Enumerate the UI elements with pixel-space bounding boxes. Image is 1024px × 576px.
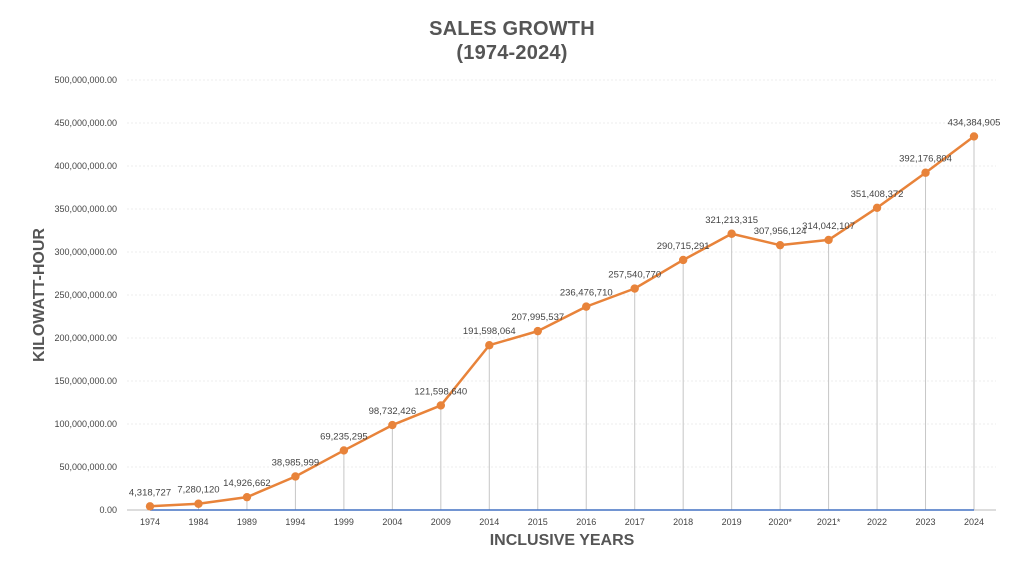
data-point (678, 255, 688, 265)
y-tick-label: 50,000,000.00 (59, 462, 117, 472)
data-label: 98,732,426 (369, 406, 417, 417)
x-tick-label: 2022 (867, 517, 887, 527)
x-tick-label: 2016 (576, 517, 596, 527)
data-label: 4,318,727 (129, 487, 171, 498)
y-tick-label: 100,000,000.00 (54, 419, 117, 429)
y-tick-label: 350,000,000.00 (54, 204, 117, 214)
y-tick-label: 150,000,000.00 (54, 376, 117, 386)
data-label: 257,540,770 (608, 270, 661, 281)
data-label: 191,598,064 (463, 326, 516, 337)
y-tick-label: 200,000,000.00 (54, 333, 117, 343)
data-point (872, 203, 882, 212)
x-tick-label: 2015 (528, 517, 548, 527)
data-label: 207,995,537 (511, 312, 564, 323)
data-label: 236,476,710 (560, 288, 613, 299)
data-label: 290,715,291 (657, 241, 710, 252)
x-tick-label: 1989 (237, 517, 257, 527)
y-tick-label: 300,000,000.00 (54, 247, 117, 257)
data-label: 392,176,804 (899, 154, 952, 165)
y-tick-label: 500,000,000.00 (54, 75, 117, 85)
y-tick-label: 0.00 (99, 505, 117, 515)
data-point (436, 401, 446, 410)
x-tick-label: 2004 (382, 517, 402, 527)
data-label: 121,598,640 (414, 386, 467, 397)
data-point (485, 341, 494, 350)
x-tick-label: 2023 (916, 517, 936, 527)
x-tick-label: 2021* (817, 517, 841, 527)
data-label: 38,985,999 (272, 457, 320, 468)
series-line (149, 135, 975, 508)
x-tick-label: 1984 (188, 517, 208, 527)
data-label: 14,926,662 (223, 478, 271, 489)
data-point (291, 472, 300, 481)
data-label: 434,384,905 (948, 117, 1001, 128)
data-point (194, 499, 203, 508)
data-label: 69,235,295 (320, 431, 368, 442)
data-point (145, 502, 155, 511)
x-tick-label: 2020* (768, 517, 792, 527)
x-tick-label: 2018 (673, 517, 693, 527)
data-label: 351,408,372 (851, 189, 904, 200)
data-point (339, 446, 349, 455)
data-point (775, 240, 785, 250)
data-point (582, 302, 591, 311)
data-label: 314,042,107 (802, 221, 855, 232)
x-tick-label: 2017 (625, 517, 645, 527)
data-label: 307,956,124 (754, 226, 807, 237)
y-tick-label: 250,000,000.00 (54, 290, 117, 300)
data-point (630, 284, 639, 293)
data-point (824, 235, 833, 245)
data-point (388, 420, 397, 430)
x-tick-label: 2009 (431, 517, 451, 527)
x-tick-label: 2024 (964, 517, 984, 527)
y-tick-label: 400,000,000.00 (54, 161, 117, 171)
x-axis-title: INCLUSIVE YEARS (489, 532, 635, 549)
data-label: 7,280,120 (177, 485, 219, 496)
data-point (969, 132, 979, 141)
data-point (242, 492, 252, 502)
x-tick-label: 2019 (722, 517, 742, 527)
x-tick-label: 1974 (140, 517, 160, 527)
y-tick-label: 450,000,000.00 (54, 118, 117, 128)
chart-subtitle: (1974-2024) (456, 42, 568, 64)
data-point (921, 168, 930, 177)
data-point (727, 229, 736, 238)
x-tick-label: 1999 (334, 517, 354, 527)
x-tick-label: 2014 (479, 517, 499, 527)
x-tick-label: 1994 (285, 517, 305, 527)
data-label: 321,213,315 (705, 215, 758, 226)
chart-title: SALES GROWTH (429, 18, 595, 40)
data-point (533, 326, 542, 336)
